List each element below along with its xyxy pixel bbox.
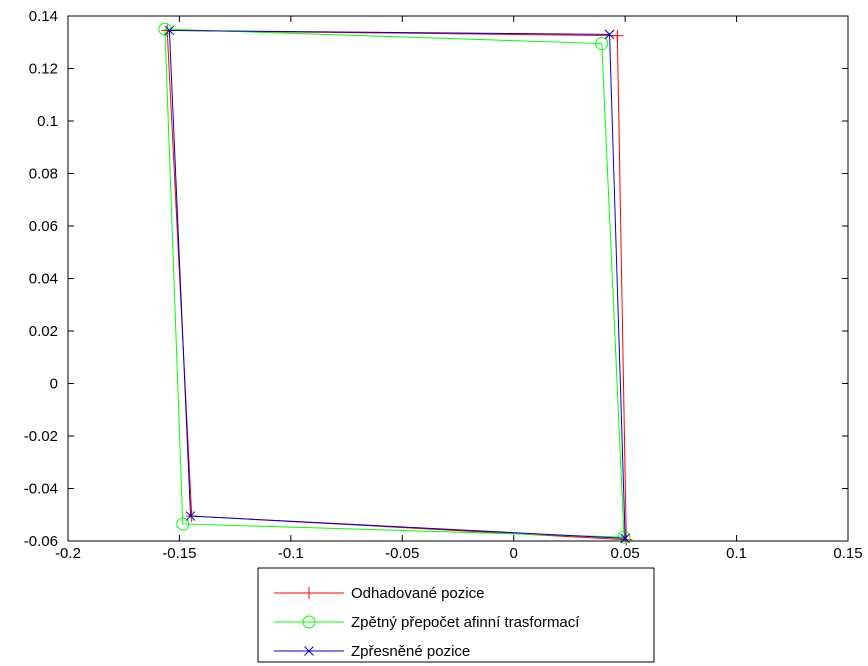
y-tick-label: 0.02 <box>29 323 58 340</box>
circle-marker <box>176 517 190 531</box>
legend: Odhadované pozice Zpětný přepočet afinní … <box>257 567 655 663</box>
x-tick-label: 0 <box>510 545 518 562</box>
series-3 <box>164 25 630 544</box>
y-tick-label: 0.06 <box>29 218 58 235</box>
x-marker <box>185 511 196 521</box>
y-tick-label: 0.14 <box>29 8 58 25</box>
legend-label: Odhadované pozice <box>351 585 484 602</box>
x-tick-label: 0.05 <box>611 545 640 562</box>
x-axis: -0.2 -0.15 -0.1 -0.05 0 0.05 0.1 0.15 <box>55 16 863 562</box>
plus-marker <box>611 29 624 42</box>
x-tick-label: -0.1 <box>278 545 304 562</box>
plus-marker <box>303 587 315 599</box>
x-tick-label: 0.1 <box>726 545 747 562</box>
x-tick-label: -0.05 <box>385 545 419 562</box>
y-axis: -0.06 -0.04 -0.02 0 0.02 0.04 0.06 0.08 0.1 0.12 0… <box>24 8 848 550</box>
x-marker <box>304 646 314 656</box>
x-tick-label: -0.15 <box>162 545 196 562</box>
x-marker <box>620 533 630 544</box>
y-tick-label: 0.12 <box>29 61 58 78</box>
y-tick-label: 0.1 <box>37 113 58 130</box>
y-tick-label: 0 <box>50 376 58 393</box>
y-tick-label: -0.06 <box>24 533 58 550</box>
legend-label: Zpětný přepočet afinní trasformací <box>351 614 580 631</box>
legend-item: Zpřesněné pozice <box>274 643 470 660</box>
x-tick-label: -0.2 <box>55 545 81 562</box>
y-tick-label: 0.08 <box>29 166 58 183</box>
legend-box <box>257 567 655 663</box>
x-marker <box>164 25 175 36</box>
legend-item: Odhadované pozice <box>274 585 484 602</box>
series-layer <box>158 22 633 546</box>
circle-marker <box>595 37 609 51</box>
circle-marker <box>302 615 316 629</box>
x-marker <box>604 29 615 40</box>
circle-marker <box>617 530 631 544</box>
x-tick-label: 0.15 <box>833 545 862 562</box>
legend-label: Zpřesněné pozice <box>351 643 470 660</box>
y-tick-label: -0.04 <box>24 481 58 498</box>
legend-item: Zpětný přepočet afinní trasformací <box>274 614 580 631</box>
y-tick-label: -0.02 <box>24 428 58 445</box>
y-tick-label: 0.04 <box>29 271 58 288</box>
plot-area <box>67 15 849 542</box>
